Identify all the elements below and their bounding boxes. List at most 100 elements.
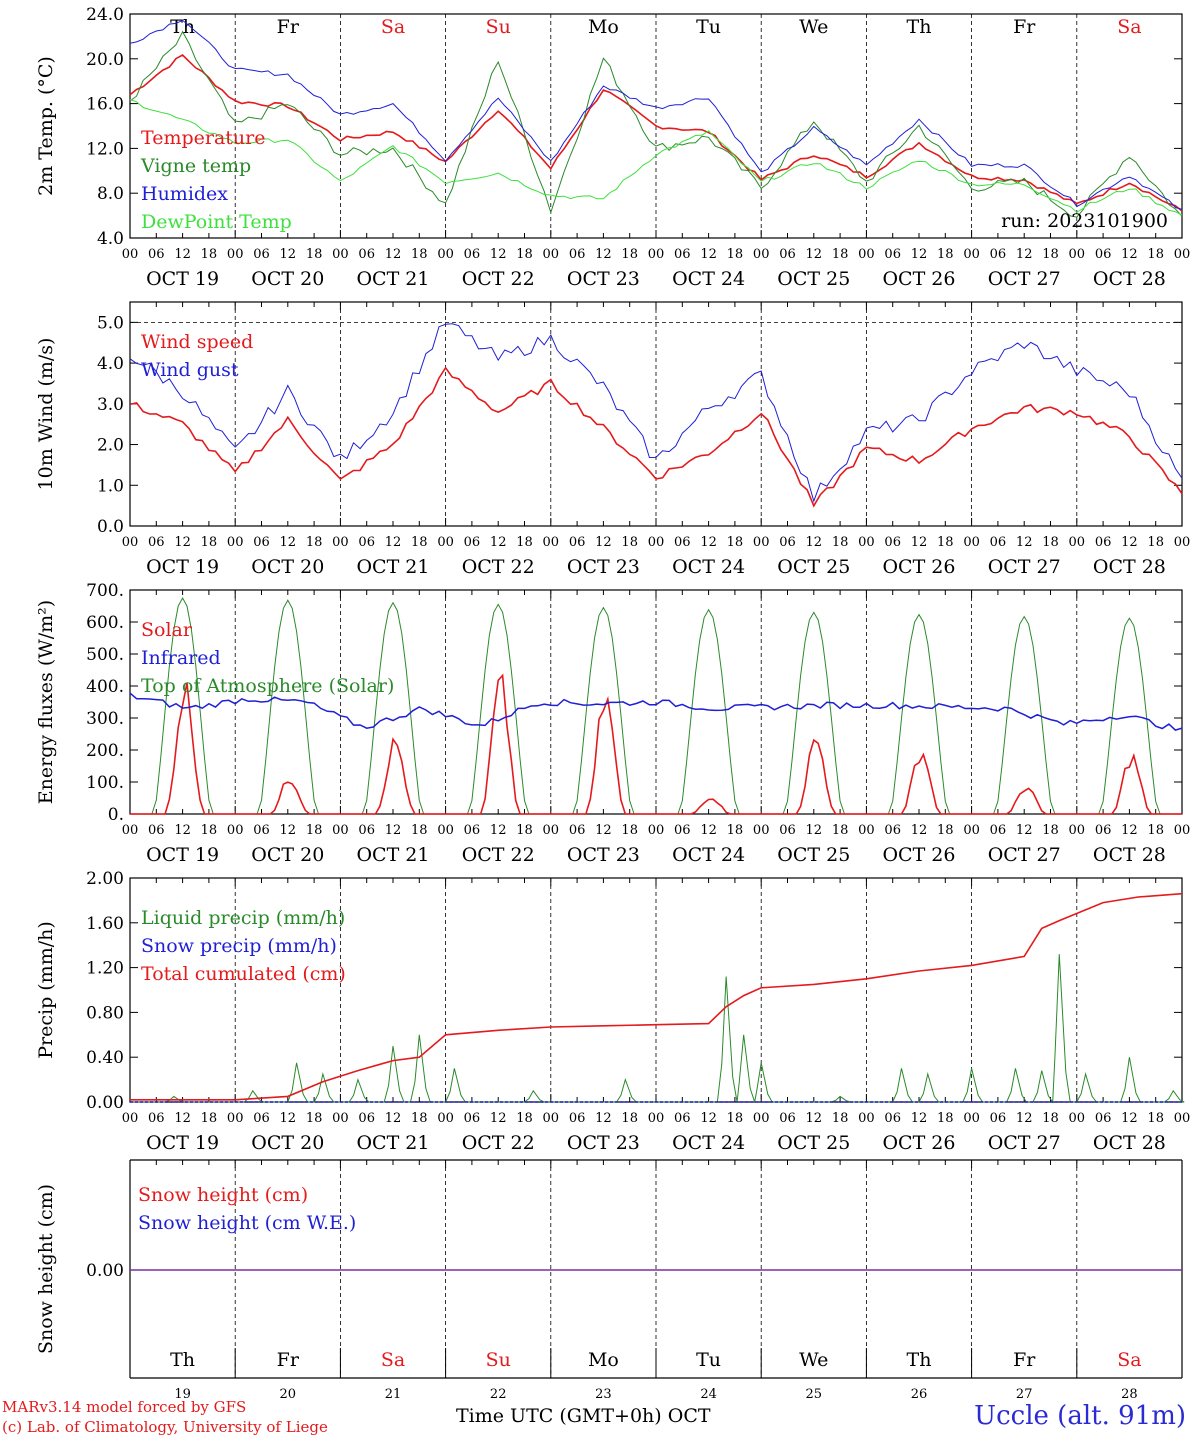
hour-tick-label: 06 <box>253 535 270 550</box>
hour-tick-label: 18 <box>621 1111 638 1126</box>
liquid-precip-line <box>130 954 1185 1104</box>
hour-tick-label: 00 <box>648 247 665 262</box>
hour-tick-label: 00 <box>1174 247 1191 262</box>
hour-tick-label: 06 <box>674 535 691 550</box>
legend-entry: Solar <box>141 619 193 641</box>
hour-tick-label: 18 <box>937 247 954 262</box>
y-tick-label: 20.0 <box>86 50 124 70</box>
hour-tick-label: 12 <box>1016 823 1033 838</box>
hour-tick-label: 00 <box>858 823 875 838</box>
day-name: Tu <box>696 16 721 38</box>
date-label: OCT 20 <box>251 844 324 866</box>
day-number-label: 19 <box>174 1387 191 1402</box>
hour-tick-label: 00 <box>122 1111 139 1126</box>
date-label: OCT 22 <box>462 556 535 578</box>
hour-tick-label: 18 <box>306 1111 323 1126</box>
hour-tick-label: 06 <box>884 1111 901 1126</box>
date-label: OCT 24 <box>672 556 745 578</box>
hour-tick-label: 18 <box>832 1111 849 1126</box>
date-label: OCT 25 <box>777 556 850 578</box>
hour-tick-label: 00 <box>1069 247 1086 262</box>
date-label: OCT 26 <box>882 268 955 290</box>
hour-tick-label: 00 <box>1069 535 1086 550</box>
hour-tick-label: 00 <box>437 535 454 550</box>
hour-tick-label: 18 <box>516 823 533 838</box>
y-tick-label: 2.0 <box>97 436 124 456</box>
date-label: OCT 20 <box>251 1132 324 1154</box>
legend-entry: Wind speed <box>141 331 253 353</box>
time-label: Time UTC (GMT+0h) <box>456 1405 662 1427</box>
legend-entry: Snow precip (mm/h) <box>141 935 337 957</box>
hour-tick-label: 12 <box>806 1111 823 1126</box>
y-tick-label: 1.20 <box>86 959 124 979</box>
hour-tick-label: 18 <box>621 247 638 262</box>
y-tick-label: 300. <box>86 709 124 729</box>
hour-tick-label: 18 <box>306 535 323 550</box>
panel-1: 4.0 8.0 12.0 16.0 20.0 24.0 2m Temp. (°C) Th Fr S… <box>35 5 1190 290</box>
hour-tick-label: 00 <box>1174 1111 1191 1126</box>
hour-tick-label: 12 <box>490 247 507 262</box>
day-name: We <box>799 16 828 38</box>
hour-tick-label: 00 <box>648 535 665 550</box>
hour-tick-label: 18 <box>727 535 744 550</box>
temp-series-line <box>129 30 1183 218</box>
y-tick-label: 1.0 <box>97 476 124 496</box>
hour-tick-label: 06 <box>1095 535 1112 550</box>
legend-entry: Snow height (cm) <box>138 1184 308 1206</box>
hour-tick-label: 00 <box>648 823 665 838</box>
date-label: OCT 28 <box>1093 556 1166 578</box>
hour-tick-label: 00 <box>122 823 139 838</box>
legend-entry: Top of Atmosphere (Solar) <box>141 675 394 697</box>
hour-tick-label: 12 <box>700 823 717 838</box>
legend-entry: Total cumulated (cm) <box>141 963 346 985</box>
hour-tick-label: 00 <box>122 535 139 550</box>
date-label: OCT 25 <box>777 844 850 866</box>
hour-tick-label: 00 <box>332 1111 349 1126</box>
y-axis-label: 10m Wind (m/s) <box>35 338 57 491</box>
hour-tick-label: 06 <box>464 535 481 550</box>
legend-entry: Wind gust <box>141 359 239 381</box>
hour-tick-label: 18 <box>411 823 428 838</box>
hour-tick-label: 06 <box>779 823 796 838</box>
date-label: OCT 19 <box>146 844 219 866</box>
hour-tick-label: 00 <box>753 247 770 262</box>
day-name: Th <box>907 1349 932 1371</box>
lab-line: (c) Lab. of Climatology, University of L… <box>2 1418 328 1436</box>
hour-tick-label: 06 <box>674 1111 691 1126</box>
run-annotation: run: 2023101900 <box>1001 210 1168 232</box>
hour-tick-label: 06 <box>779 535 796 550</box>
total-cumulated-line <box>130 892 1183 1101</box>
day-name: Mo <box>588 1349 619 1371</box>
day-name: Fr <box>277 16 300 38</box>
hour-tick-label: 00 <box>332 535 349 550</box>
hour-tick-label: 12 <box>911 535 928 550</box>
hour-tick-label: 00 <box>122 247 139 262</box>
hour-tick-label: 00 <box>543 1111 560 1126</box>
y-tick-label: 0.00 <box>86 1093 124 1113</box>
hour-tick-label: 12 <box>1016 535 1033 550</box>
hour-tick-label: 06 <box>358 535 375 550</box>
hour-tick-label: 18 <box>201 1111 218 1126</box>
hour-tick-label: 06 <box>253 247 270 262</box>
hour-tick-label: 18 <box>306 823 323 838</box>
hour-tick-label: 18 <box>832 247 849 262</box>
hour-tick-label: 12 <box>385 535 402 550</box>
date-label: OCT 24 <box>672 844 745 866</box>
hour-tick-label: 06 <box>148 247 165 262</box>
hour-tick-label: 12 <box>1121 823 1138 838</box>
hour-tick-label: 06 <box>884 823 901 838</box>
hour-tick-label: 00 <box>1174 823 1191 838</box>
y-tick-label: 24.0 <box>86 5 124 25</box>
hour-tick-label: 06 <box>358 247 375 262</box>
y-tick-label: 5.0 <box>97 313 124 333</box>
hour-tick-label: 12 <box>280 247 297 262</box>
day-name: Fr <box>1013 16 1036 38</box>
hour-tick-label: 18 <box>1042 823 1059 838</box>
y-axis-label: 2m Temp. (°C) <box>35 56 57 196</box>
hour-tick-label: 12 <box>595 823 612 838</box>
date-label: OCT 22 <box>462 1132 535 1154</box>
hour-tick-label: 12 <box>595 535 612 550</box>
hour-tick-label: 18 <box>1147 247 1164 262</box>
hour-tick-label: 06 <box>674 823 691 838</box>
hour-tick-label: 18 <box>832 823 849 838</box>
